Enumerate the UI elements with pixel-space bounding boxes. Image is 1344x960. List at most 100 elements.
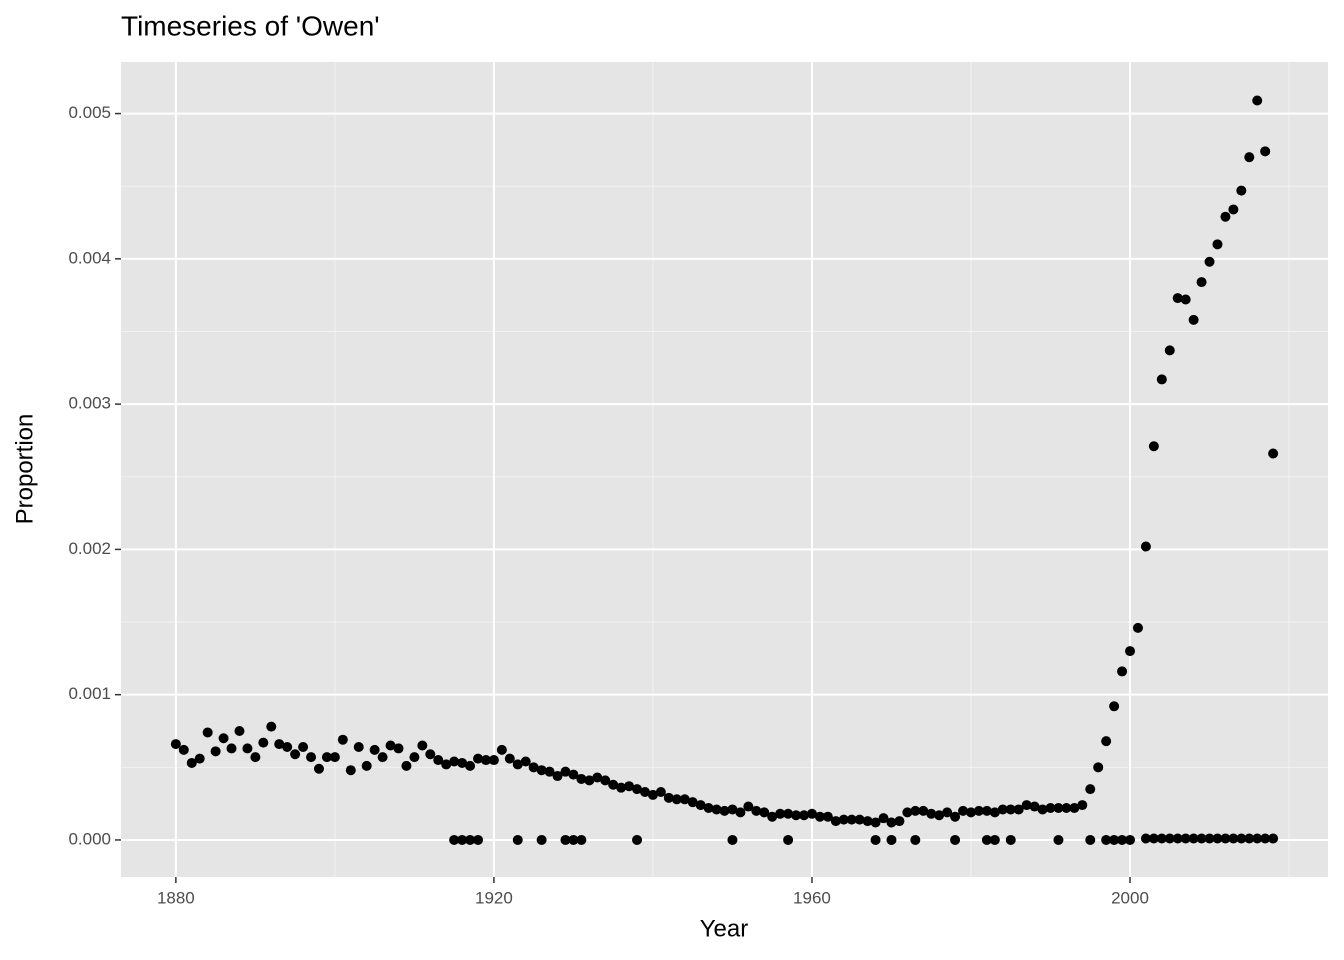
point <box>616 782 627 793</box>
point <box>218 733 229 744</box>
point <box>870 834 881 845</box>
point <box>409 752 420 763</box>
point <box>981 834 992 845</box>
point <box>1005 834 1016 845</box>
point <box>465 834 476 845</box>
point <box>210 746 221 757</box>
point <box>496 744 507 755</box>
point <box>321 752 332 763</box>
point <box>1236 833 1247 844</box>
point <box>639 787 650 798</box>
point <box>997 804 1008 815</box>
point <box>799 810 810 821</box>
point <box>1117 666 1128 677</box>
point <box>560 834 571 845</box>
point <box>727 804 738 815</box>
y-tick-label: 0.004 <box>68 248 111 267</box>
point <box>727 834 738 845</box>
point <box>425 749 436 760</box>
point <box>337 734 348 745</box>
point <box>981 805 992 816</box>
point <box>1196 833 1207 844</box>
point <box>687 797 698 808</box>
point <box>846 814 857 825</box>
point <box>242 743 253 754</box>
point <box>632 784 643 795</box>
point <box>791 810 802 821</box>
point <box>1029 801 1040 812</box>
point <box>1228 833 1239 844</box>
point <box>1188 833 1199 844</box>
point <box>568 834 579 845</box>
point <box>576 834 587 845</box>
point <box>1244 152 1255 163</box>
point <box>902 807 913 818</box>
point <box>1212 239 1223 250</box>
point <box>1204 256 1215 267</box>
point <box>345 765 356 776</box>
point <box>1061 802 1072 813</box>
point <box>711 804 722 815</box>
x-tick-label: 1880 <box>157 888 195 907</box>
x-tick-label: 1960 <box>793 888 831 907</box>
point <box>783 834 794 845</box>
point <box>1188 314 1199 325</box>
point <box>528 762 539 773</box>
point <box>1268 833 1279 844</box>
point <box>608 779 619 790</box>
point <box>942 807 953 818</box>
point <box>965 807 976 818</box>
point <box>449 756 460 767</box>
point <box>1037 804 1048 815</box>
point <box>226 743 237 754</box>
point <box>353 741 364 752</box>
point <box>473 834 484 845</box>
point <box>838 814 849 825</box>
x-axis-label: Year <box>700 915 749 942</box>
point <box>1005 804 1016 815</box>
point <box>989 807 1000 818</box>
point <box>950 811 961 822</box>
y-tick-label: 0.001 <box>68 684 111 703</box>
point <box>719 805 730 816</box>
point <box>854 814 865 825</box>
point <box>560 766 571 777</box>
panel <box>121 62 1328 877</box>
point <box>1093 762 1104 773</box>
point <box>878 813 889 824</box>
point <box>1172 293 1183 304</box>
y-tick-label: 0.005 <box>68 103 111 122</box>
point <box>1260 146 1271 157</box>
point <box>592 772 603 783</box>
point <box>1196 277 1207 288</box>
point <box>973 805 984 816</box>
point <box>910 834 921 845</box>
point <box>1101 736 1112 747</box>
point <box>361 760 372 771</box>
point <box>266 721 277 732</box>
point <box>783 808 794 819</box>
point <box>1053 802 1064 813</box>
point <box>1140 833 1151 844</box>
point <box>1204 833 1215 844</box>
point <box>1252 95 1263 106</box>
point <box>950 834 961 845</box>
point <box>282 741 293 752</box>
point <box>632 834 643 845</box>
point <box>814 811 825 822</box>
point <box>806 808 817 819</box>
point <box>1085 834 1096 845</box>
point <box>1268 448 1279 459</box>
point <box>457 834 468 845</box>
point <box>377 752 388 763</box>
point <box>1021 800 1032 811</box>
point <box>1045 802 1056 813</box>
point <box>536 765 547 776</box>
point <box>465 760 476 771</box>
point <box>743 801 754 812</box>
point <box>1069 802 1080 813</box>
point <box>1053 834 1064 845</box>
y-axis-label: Proportion <box>11 414 38 525</box>
point <box>759 807 770 818</box>
